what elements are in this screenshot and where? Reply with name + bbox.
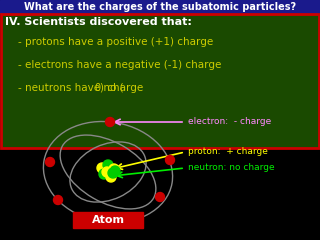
Circle shape <box>99 217 108 227</box>
Circle shape <box>97 163 107 173</box>
Circle shape <box>165 156 174 164</box>
Text: Atom: Atom <box>92 215 124 225</box>
Circle shape <box>103 160 113 170</box>
Circle shape <box>106 118 115 126</box>
Circle shape <box>156 192 164 202</box>
Circle shape <box>109 164 119 174</box>
Text: - neutrons have no (: - neutrons have no ( <box>5 83 124 93</box>
Text: neutron: no charge: neutron: no charge <box>188 163 275 173</box>
Text: ) charge: ) charge <box>100 83 143 93</box>
Text: What are the charges of the subatomic particles?: What are the charges of the subatomic pa… <box>24 1 296 12</box>
Bar <box>73 212 143 228</box>
Circle shape <box>106 172 116 182</box>
Circle shape <box>53 196 62 204</box>
Circle shape <box>110 166 120 176</box>
Bar <box>0 0 320 13</box>
Text: - protons have a positive (+1) charge: - protons have a positive (+1) charge <box>5 37 213 47</box>
Text: proton:  + charge: proton: + charge <box>188 148 268 156</box>
Bar <box>1 14 319 148</box>
Text: 0: 0 <box>94 83 100 93</box>
Circle shape <box>99 169 109 179</box>
Circle shape <box>102 167 112 177</box>
Circle shape <box>45 157 54 167</box>
Text: electron:  - charge: electron: - charge <box>188 118 271 126</box>
Text: - electrons have a negative (-1) charge: - electrons have a negative (-1) charge <box>5 60 221 70</box>
Text: IV. Scientists discovered that:: IV. Scientists discovered that: <box>5 17 192 27</box>
Circle shape <box>108 168 118 178</box>
